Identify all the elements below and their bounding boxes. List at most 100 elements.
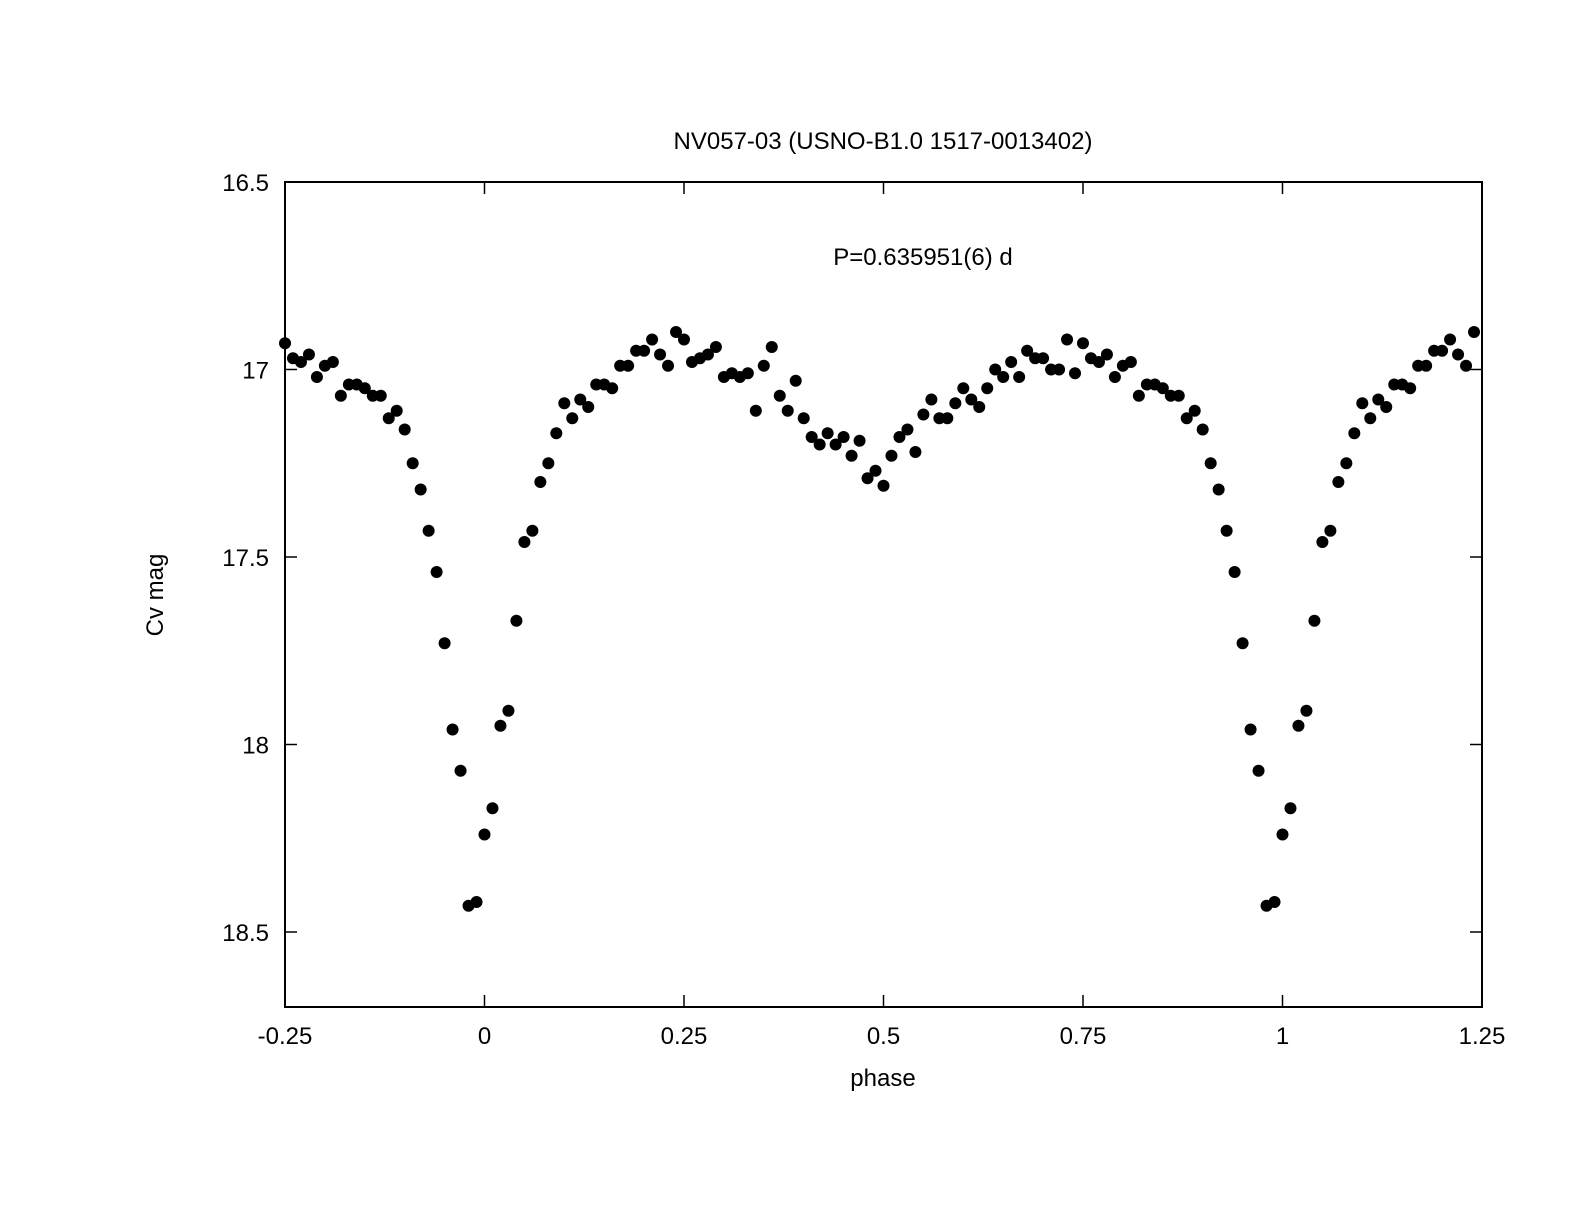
data-point xyxy=(502,704,515,717)
data-point xyxy=(1292,719,1305,732)
y-tick-label: 17 xyxy=(242,358,269,385)
data-point xyxy=(909,446,922,458)
data-point xyxy=(981,382,994,395)
data-point xyxy=(406,457,419,470)
data-point xyxy=(1228,566,1241,578)
data-point xyxy=(757,359,770,372)
data-point xyxy=(829,438,842,451)
data-point xyxy=(374,389,387,402)
data-point xyxy=(845,449,858,462)
x-tick-label: -0.25 xyxy=(258,1023,313,1050)
data-point xyxy=(741,367,754,380)
data-point xyxy=(390,404,403,417)
data-point xyxy=(1268,896,1281,908)
data-point xyxy=(901,423,914,436)
data-point xyxy=(294,356,307,368)
data-point xyxy=(773,389,786,402)
data-point xyxy=(1364,412,1377,425)
data-point xyxy=(789,374,802,387)
data-point xyxy=(989,363,1002,376)
data-point xyxy=(765,341,778,353)
y-axis-label: Cv mag xyxy=(142,554,169,637)
x-tick-label: 0 xyxy=(478,1023,491,1050)
data-point xyxy=(558,397,571,410)
x-tick-label: 0.75 xyxy=(1060,1023,1107,1050)
data-point xyxy=(310,371,323,383)
data-point xyxy=(494,719,507,732)
data-point xyxy=(654,348,667,361)
data-point xyxy=(622,359,635,372)
data-point xyxy=(454,764,467,777)
data-point xyxy=(606,382,619,395)
data-point xyxy=(837,431,850,443)
data-point xyxy=(1005,356,1018,368)
period-annotation: P=0.635951(6) d xyxy=(833,244,1012,271)
x-tick-label: 1 xyxy=(1276,1023,1289,1050)
data-point xyxy=(957,382,970,395)
data-point xyxy=(1284,802,1297,815)
data-point xyxy=(781,404,794,417)
plot-frame xyxy=(284,181,1483,1008)
data-point xyxy=(1236,637,1249,650)
data-point xyxy=(574,393,587,406)
data-point xyxy=(566,412,579,425)
data-point xyxy=(1460,359,1473,372)
data-point xyxy=(1404,382,1417,395)
data-point xyxy=(470,896,483,908)
data-point xyxy=(334,389,347,402)
data-point xyxy=(1348,427,1361,440)
data-point xyxy=(1220,524,1233,537)
x-tick-label: 1.25 xyxy=(1459,1023,1506,1050)
axis-tick-labels: -0.25 0 0.25 0.5 0.75 1 1.25 16.5 17 17.5 18 18.5 xyxy=(222,170,1505,1050)
data-point xyxy=(398,423,411,436)
data-point xyxy=(678,333,690,346)
x-axis-label: phase xyxy=(850,1065,915,1092)
data-point xyxy=(542,457,555,470)
data-point xyxy=(917,408,930,421)
data-point xyxy=(1468,326,1481,338)
data-point xyxy=(973,401,986,413)
data-point xyxy=(1372,393,1385,406)
chart-title: NV057-03 (USNO-B1.0 1517-0013402) xyxy=(674,128,1093,155)
data-point xyxy=(925,393,938,406)
data-point xyxy=(422,524,435,537)
data-point xyxy=(1124,356,1137,368)
data-point xyxy=(1316,536,1329,548)
data-point xyxy=(1100,348,1113,361)
data-point xyxy=(582,401,595,413)
data-point xyxy=(1092,356,1105,368)
data-point xyxy=(1069,367,1082,380)
data-point xyxy=(821,427,834,440)
data-point xyxy=(662,359,675,372)
data-point xyxy=(646,333,659,346)
data-point xyxy=(1053,363,1066,376)
data-point xyxy=(861,472,874,485)
data-point xyxy=(1180,412,1193,425)
data-point xyxy=(997,371,1010,383)
data-point xyxy=(1444,333,1457,346)
data-point xyxy=(893,431,906,443)
data-point xyxy=(941,412,954,425)
data-point xyxy=(526,524,539,537)
data-point xyxy=(1132,389,1145,402)
data-point xyxy=(1308,614,1321,627)
data-point xyxy=(1244,723,1257,736)
data-point xyxy=(1212,483,1225,496)
data-point xyxy=(749,404,762,417)
data-point xyxy=(1061,333,1074,346)
data-point xyxy=(805,431,818,443)
data-point xyxy=(1077,337,1089,350)
data-point xyxy=(326,356,339,368)
y-tick-label: 18.5 xyxy=(222,920,269,947)
data-point xyxy=(885,449,898,462)
data-points xyxy=(279,326,1481,912)
data-point xyxy=(486,802,499,815)
data-point xyxy=(1204,457,1217,470)
data-point xyxy=(1196,423,1209,436)
y-tick-label: 16.5 xyxy=(222,170,269,197)
data-point xyxy=(302,348,315,361)
data-point xyxy=(949,397,962,410)
data-point xyxy=(1324,524,1337,537)
